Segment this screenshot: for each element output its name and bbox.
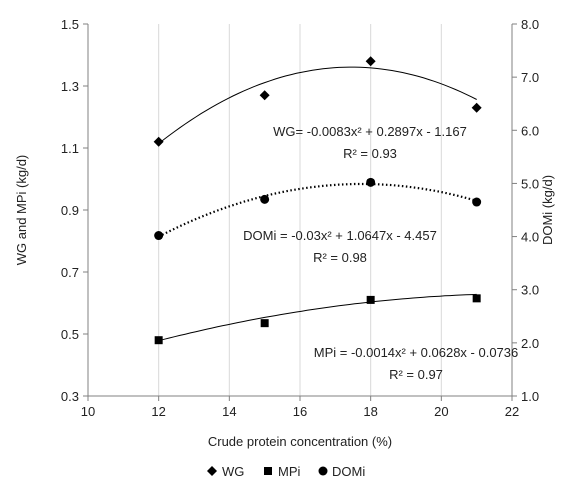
mpi-point <box>154 336 163 345</box>
domi-point <box>472 197 482 207</box>
domi-r2: R² = 0.98 <box>313 250 367 265</box>
legend-mpi-label: MPi <box>278 464 301 479</box>
wg-equation: WG= -0.0083x² + 0.2897x - 1.167 <box>273 124 467 139</box>
x-tick-label: 22 <box>505 404 519 419</box>
mpi-equation: MPi = -0.0014x² + 0.0628x - 0.0736 <box>314 345 519 360</box>
wg-point <box>259 90 270 101</box>
legend: WG MPi DOMi <box>207 464 365 479</box>
x-axis-label: Crude protein concentration (%) <box>208 434 392 449</box>
mpi-point <box>472 294 481 303</box>
legend-domi-marker <box>318 466 328 476</box>
legend-wg-marker <box>207 466 217 476</box>
y2-axis-label: DOMi (kg/d) <box>540 175 555 245</box>
y2-tick-label: 8.0 <box>521 17 539 32</box>
data-points <box>153 56 482 345</box>
axes <box>83 23 517 401</box>
y-tick-label: 1.3 <box>61 79 79 94</box>
wg-point <box>471 102 482 113</box>
wg-point <box>365 56 376 67</box>
legend-wg-label: WG <box>222 464 244 479</box>
y-axis-label: WG and MPi (kg/d) <box>14 155 29 266</box>
y-tick-label: 0.3 <box>61 389 79 404</box>
y2-tick-label: 5.0 <box>521 176 539 191</box>
domi-point <box>260 194 270 204</box>
wg-r2: R² = 0.93 <box>343 146 397 161</box>
trend-lines <box>158 66 477 342</box>
x-tick-labels: 10 12 14 16 18 20 22 <box>81 404 519 419</box>
x-tick-label: 18 <box>363 404 377 419</box>
mpi-point <box>366 295 375 304</box>
y-tick-label: 0.9 <box>61 203 79 218</box>
y2-tick-label: 7.0 <box>521 70 539 85</box>
domi-point <box>154 231 164 241</box>
x-tick-label: 12 <box>151 404 165 419</box>
y2-tick-label: 4.0 <box>521 230 539 245</box>
y-tick-label: 0.7 <box>61 265 79 280</box>
mpi-r2: R² = 0.97 <box>389 367 443 382</box>
grid-lines <box>158 24 442 396</box>
y2-tick-labels: 1.0 2.0 3.0 4.0 5.0 6.0 7.0 8.0 <box>521 17 539 404</box>
mpi-trendline <box>158 293 477 342</box>
legend-mpi-marker <box>264 467 272 475</box>
y-tick-label: 0.5 <box>61 327 79 342</box>
legend-domi-label: DOMi <box>332 464 365 479</box>
x-tick-label: 10 <box>81 404 95 419</box>
x-tick-label: 16 <box>293 404 307 419</box>
domi-point <box>366 177 376 187</box>
wg-point <box>153 136 164 147</box>
y2-tick-label: 6.0 <box>521 123 539 138</box>
x-tick-label: 14 <box>222 404 236 419</box>
domi-equation: DOMi = -0.03x² + 1.0647x - 4.457 <box>243 228 437 243</box>
x-tick-label: 20 <box>434 404 448 419</box>
wg-trendline <box>158 66 477 144</box>
mpi-point <box>260 319 269 328</box>
y2-tick-label: 1.0 <box>521 389 539 404</box>
y-tick-label: 1.5 <box>61 17 79 32</box>
y2-tick-label: 3.0 <box>521 283 539 298</box>
y-tick-label: 1.1 <box>61 141 79 156</box>
y2-tick-label: 2.0 <box>521 336 539 351</box>
y-tick-labels: 0.3 0.5 0.7 0.9 1.1 1.3 1.5 <box>61 17 79 404</box>
